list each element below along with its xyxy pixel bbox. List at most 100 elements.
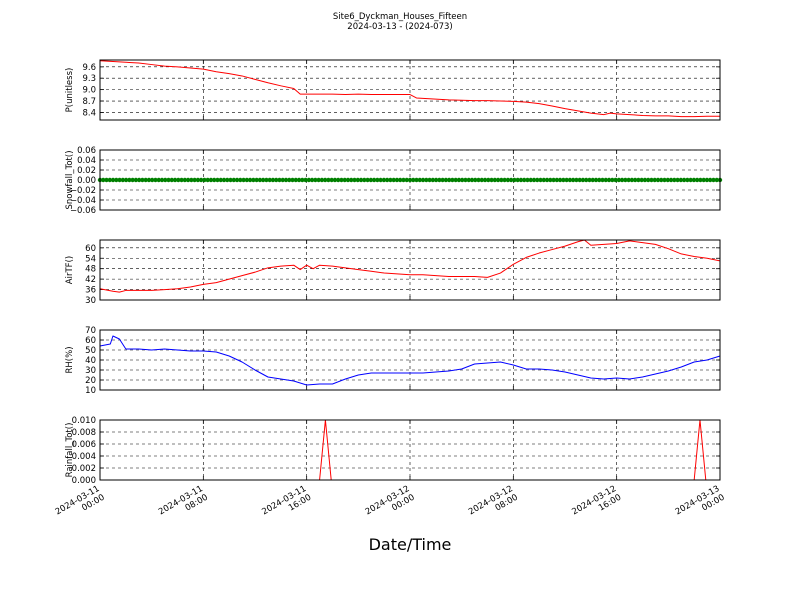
data-point xyxy=(538,177,543,183)
data-point xyxy=(626,177,631,183)
data-point xyxy=(450,177,455,183)
data-point xyxy=(466,177,471,183)
data-point xyxy=(270,177,276,183)
data-point xyxy=(619,177,625,183)
data-point xyxy=(508,177,514,183)
data-point xyxy=(293,177,298,183)
x-axis: 2024-03-1100:00 2024-03-1108:00 2024-03-11… xyxy=(54,484,727,526)
axes-frame xyxy=(99,149,721,211)
data-point xyxy=(371,177,377,183)
data-point xyxy=(535,177,540,183)
y-tick-label: 54 xyxy=(85,254,96,264)
data-point xyxy=(394,177,400,183)
data-point xyxy=(688,177,693,183)
data-point xyxy=(391,177,396,183)
data-point xyxy=(101,177,106,183)
x-tick-label: 2024-03-1200:00 xyxy=(364,484,417,526)
data-point xyxy=(427,177,432,183)
data-point xyxy=(597,177,602,183)
data-point xyxy=(528,177,533,183)
data-point xyxy=(662,177,667,183)
data-point xyxy=(704,177,710,183)
data-point xyxy=(234,177,240,183)
data-point xyxy=(127,177,132,183)
x-tick-label: 2024-03-1208:00 xyxy=(467,484,520,526)
data-point xyxy=(228,177,233,183)
data-point xyxy=(518,177,524,183)
data-point xyxy=(163,177,168,183)
data-point xyxy=(336,177,341,183)
data-point xyxy=(159,177,165,183)
data-point xyxy=(701,177,706,183)
data-point xyxy=(133,177,139,183)
data-point xyxy=(349,177,354,183)
y-tick-label: 0.000 xyxy=(72,476,96,486)
data-point xyxy=(499,177,504,183)
data-point xyxy=(557,177,563,183)
data-point xyxy=(502,177,507,183)
data-point xyxy=(358,177,364,183)
data-point xyxy=(404,177,409,183)
data-point xyxy=(544,177,550,183)
data-point xyxy=(150,177,155,183)
data-point xyxy=(136,177,142,183)
y-tick-label: 0.008 xyxy=(72,428,96,438)
y-axis-label: AirTF() xyxy=(65,256,75,284)
data-point xyxy=(613,177,618,183)
x-tick-label: 2024-03-1300:00 xyxy=(674,484,727,526)
subplot-2: −0.06−0.04−0.020.000.020.040.06Snowfall_… xyxy=(65,146,723,216)
data-point xyxy=(694,177,700,183)
data-point xyxy=(600,177,605,183)
data-point xyxy=(306,177,312,183)
y-tick-label: 20 xyxy=(85,376,96,386)
data-point xyxy=(681,177,687,183)
data-point xyxy=(623,177,628,183)
data-point xyxy=(283,177,289,183)
data-point xyxy=(655,177,661,183)
data-point xyxy=(287,177,292,183)
data-point xyxy=(140,177,145,183)
data-point xyxy=(685,177,690,183)
data-point xyxy=(714,177,719,183)
data-point xyxy=(110,177,116,183)
axes-frame xyxy=(99,329,721,391)
data-point xyxy=(195,177,201,183)
data-point xyxy=(185,177,191,183)
data-point xyxy=(300,177,305,183)
data-point xyxy=(290,177,295,183)
data-point xyxy=(551,177,556,183)
data-point xyxy=(541,177,546,183)
data-point xyxy=(277,177,282,183)
data-point xyxy=(469,177,475,183)
data-point xyxy=(117,177,122,183)
x-tick-label: 2024-03-1216:00 xyxy=(570,484,623,526)
data-point xyxy=(668,177,674,183)
data-point xyxy=(678,177,684,183)
data-point xyxy=(244,177,250,183)
data-point xyxy=(437,177,442,183)
data-point xyxy=(691,177,697,183)
data-point xyxy=(257,177,263,183)
data-point xyxy=(313,177,318,183)
y-tick-label: 9.0 xyxy=(82,86,96,96)
data-point xyxy=(473,177,478,183)
data-point xyxy=(225,177,230,183)
data-point xyxy=(205,177,210,183)
data-point xyxy=(629,177,635,183)
series-line xyxy=(99,239,721,293)
y-tick-label: 48 xyxy=(85,265,96,275)
data-point xyxy=(411,177,416,183)
data-point xyxy=(453,177,458,183)
data-point xyxy=(440,177,445,183)
y-tick-label: 0.004 xyxy=(72,452,96,462)
data-point xyxy=(495,177,501,183)
data-point xyxy=(309,177,315,183)
data-point xyxy=(646,177,651,183)
data-point xyxy=(192,177,197,183)
data-point xyxy=(652,177,657,183)
data-point xyxy=(254,177,259,183)
y-tick-label: 0.002 xyxy=(72,464,96,474)
data-point xyxy=(417,177,422,183)
data-point xyxy=(352,177,357,183)
